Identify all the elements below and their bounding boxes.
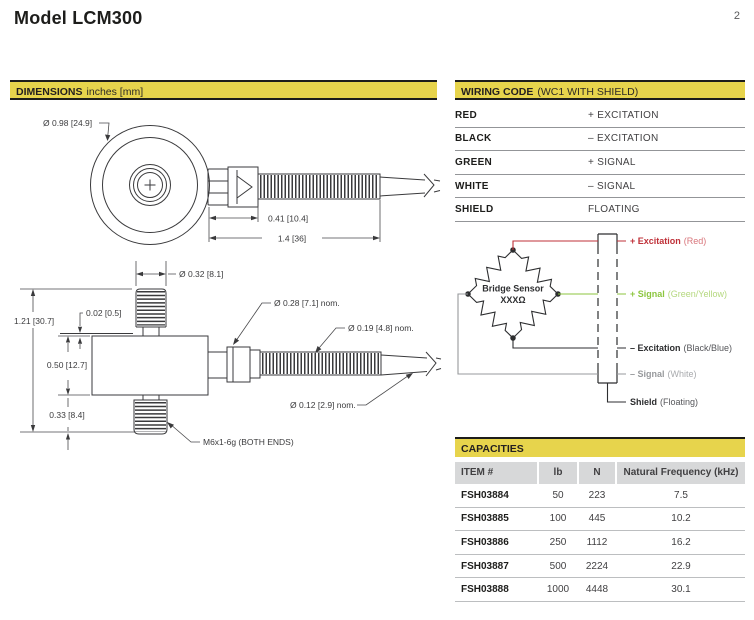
excitation-neg-wire [512,338,626,349]
wire-function: – SIGNAL [588,180,636,192]
dim-cable-diameter: Ø 0.12 [2.9] nom. [290,400,356,410]
dimensions-title: DIMENSIONS [16,86,83,98]
table-row: RED + EXCITATION [455,104,745,128]
capacity-lb: 100 [549,513,567,525]
front-view-dimensions: 0.41 [10.4] 1.4 [36] Ø 0.98 [24.9] [43,118,381,244]
page-title: Model LCM300 [14,8,143,28]
wiring-section-header: WIRING CODE (WC1 WITH SHIELD) [455,80,745,100]
dim-boss-height: 0.02 [0.5] [86,308,121,318]
wire-function: FLOATING [588,204,640,216]
dim-body-height: 0.50 [12.7] [47,360,87,370]
table-row: FSH03887 500 2224 22.9 [455,555,745,579]
capacities-title: CAPACITIES [461,443,524,455]
wire-color: GREEN [455,156,493,168]
natural-frequency: 22.9 [671,560,691,572]
dim-thread-diameter: Ø 0.19 [4.8] nom. [348,323,414,333]
dim-gland-diameter: Ø 0.28 [7.1] nom. [274,298,340,308]
wire-color: BLACK [455,133,492,145]
page-number: 2 [733,10,740,22]
shield-wire [606,383,626,403]
capacity-lb: 50 [552,489,564,501]
column-header-n: N [579,462,615,484]
dim-total-length: 1.4 [36] [278,234,306,244]
table-row: WHITE – SIGNAL [455,175,745,199]
dim-thread-spec: M6x1-6g (BOTH ENDS) [203,437,294,447]
dim-gland-length: 0.41 [10.4] [268,214,308,224]
capacity-n: 4448 [585,584,609,596]
table-row: GREEN + SIGNAL [455,151,745,175]
dimensions-drawing: 0.41 [10.4] 1.4 [36] Ø 0.98 [24.9] [14,118,442,450]
bridge-sensor [465,247,561,341]
capacity-n: 2224 [585,560,609,572]
dim-stud-length: 0.33 [8.4] [49,410,84,420]
column-header-frequency: Natural Frequency (kHz) [617,462,745,484]
item-number: FSH03887 [461,560,509,572]
bridge-label: Bridge Sensor [482,284,544,294]
natural-frequency: 16.2 [671,536,691,548]
lead-label-signal-pos: + Signal (Green/Yellow) [630,289,727,299]
capacity-n: 445 [588,513,606,525]
item-number: FSH03885 [461,513,509,525]
table-row: BLACK – EXCITATION [455,128,745,152]
item-number: FSH03888 [461,584,509,596]
side-view-dimensions: Ø 0.32 [8.1] 1.21 [30.7] 0.02 [0.5] 0.50… [14,261,414,450]
item-number: FSH03884 [461,489,509,501]
lead-label-signal-neg: – Signal (White) [630,369,697,379]
dim-stud-diameter: Ø 0.32 [8.1] [179,269,223,279]
cable-gland-front [207,166,441,208]
table-row: FSH03886 250 1112 16.2 [455,531,745,555]
wire-color: WHITE [455,180,489,192]
lead-label-excitation-neg: – Excitation (Black/Blue) [630,343,732,353]
capacities-table: FSH03884 50 223 7.5 FSH03885 100 445 10.… [455,484,745,602]
capacities-section-header: CAPACITIES [455,437,745,457]
item-number: FSH03886 [461,536,509,548]
natural-frequency: 10.2 [671,513,691,525]
capacities-column-headers: ITEM # lb N Natural Frequency (kHz) [455,462,745,484]
wire-function: + EXCITATION [588,109,659,121]
capacity-lb: 500 [549,560,567,572]
lead-label-shield: Shield (Floating) [630,397,698,407]
table-row: FSH03888 1000 4448 30.1 [455,578,745,602]
load-cell-front-view [90,125,210,245]
column-header-lb: lb [539,462,577,484]
connector-body [597,233,618,384]
cable-gland-side [207,346,442,383]
table-row: FSH03885 100 445 10.2 [455,508,745,532]
lead-label-excitation-pos: + Excitation (Red) [630,236,706,246]
capacity-n: 1112 [586,536,608,548]
dimensions-section-header: DIMENSIONS inches [mm] [10,80,437,100]
wire-color: SHIELD [455,204,494,216]
wire-function: + SIGNAL [588,156,636,168]
capacity-lb: 250 [549,536,567,548]
natural-frequency: 7.5 [674,489,688,501]
signal-neg-wire [457,293,626,375]
wiring-subtitle: (WC1 WITH SHIELD) [537,86,639,98]
wire-color: RED [455,109,478,121]
wiring-title: WIRING CODE [461,86,534,98]
bridge-resistance-label: XXXΩ [500,295,525,305]
capacity-n: 223 [588,489,606,501]
table-row: FSH03884 50 223 7.5 [455,484,745,508]
dim-overall-height: 1.21 [30.7] [14,316,54,326]
capacity-lb: 1000 [546,584,570,596]
wiring-code-table: RED + EXCITATION BLACK – EXCITATION GREE… [455,104,745,222]
excitation-pos-wire [512,240,626,250]
wiring-diagram: Bridge Sensor XXXΩ + Excitation (Red) + S… [457,233,732,407]
column-header-item: ITEM # [455,462,537,484]
table-row: SHIELD FLOATING [455,198,745,222]
dimensions-subtitle: inches [mm] [86,86,144,98]
dim-body-diameter: Ø 0.98 [24.9] [43,118,92,128]
natural-frequency: 30.1 [671,584,691,596]
wire-function: – EXCITATION [588,133,659,145]
